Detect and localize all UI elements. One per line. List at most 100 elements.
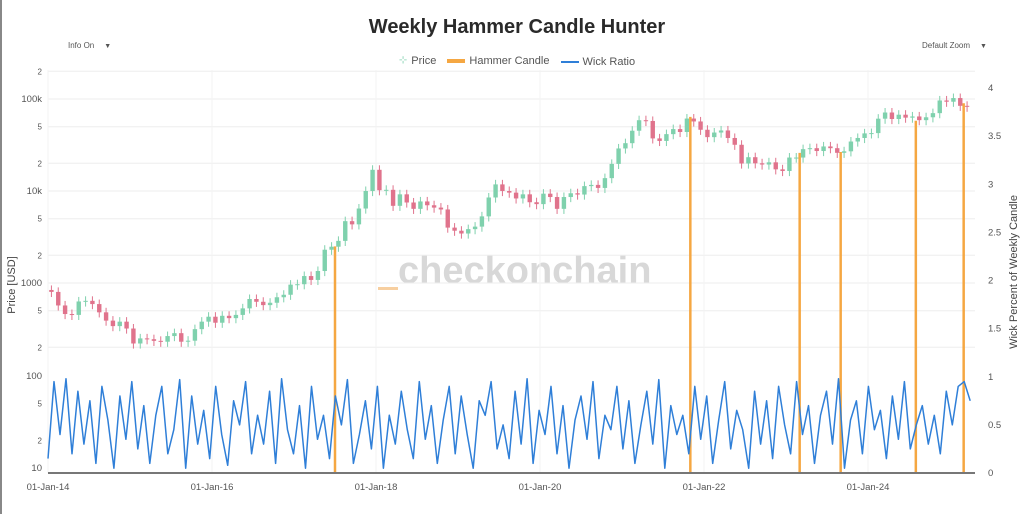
price-candle (356, 208, 362, 225)
price-candle (691, 118, 696, 122)
price-candle (336, 240, 341, 247)
right-tick-label: 1.5 (988, 324, 1001, 335)
left-tick-label: 100k (21, 94, 42, 105)
price-candle (944, 100, 949, 102)
price-candle (753, 157, 758, 164)
price-candle (370, 169, 375, 191)
price-candle (76, 301, 81, 315)
price-candle (848, 141, 854, 152)
price-candle (220, 315, 225, 323)
legend-item-hammer[interactable]: Hammer Candle (447, 55, 549, 67)
price-candle (213, 316, 218, 323)
x-tick-label: 01-Jan-20 (519, 482, 562, 493)
price-candle (472, 226, 478, 230)
left-lower-tick-label: 2 (38, 436, 43, 445)
right-tick-label: 1 (988, 372, 993, 383)
price-candle (90, 300, 95, 305)
price-candle (172, 333, 177, 337)
price-candle (568, 193, 573, 198)
price-candle (56, 291, 61, 306)
price-candle (97, 304, 102, 313)
price-candle (261, 301, 266, 306)
right-axis-label: Wick Percent of Weekly Candle (1008, 195, 1020, 349)
price-candle (179, 333, 184, 342)
price-candle (151, 339, 157, 341)
price-candle (664, 134, 669, 141)
price-candle (712, 132, 717, 138)
price-candle (534, 202, 539, 205)
x-tick-label: 01-Jan-14 (27, 482, 70, 493)
price-candle (507, 191, 512, 193)
info-dropdown[interactable]: Info On ▼ (62, 38, 117, 53)
price-candle (486, 197, 491, 217)
price-candle (705, 129, 710, 138)
price-candle (390, 189, 396, 206)
price-candle (821, 146, 826, 152)
price-candle (397, 194, 403, 206)
price-candle (363, 191, 368, 209)
left-tick-label: 10k (27, 186, 43, 197)
right-tick-label: 2 (988, 276, 993, 287)
zoom-dropdown[interactable]: Default Zoom ▼ (916, 38, 993, 53)
price-candle (520, 194, 526, 199)
left-tick-label: 5 (38, 123, 43, 132)
price-candle (445, 209, 450, 228)
price-candle (589, 184, 594, 187)
price-candle (49, 289, 54, 292)
watermark: checkonchain (398, 250, 652, 292)
price-candle (650, 120, 655, 139)
right-tick-label: 0.5 (988, 420, 1001, 431)
right-tick-label: 2.5 (988, 227, 1001, 238)
price-candle (623, 143, 628, 149)
price-candle (466, 229, 471, 234)
price-candle (835, 148, 840, 153)
left-lower-tick-label: 5 (38, 400, 43, 409)
price-candle (384, 189, 389, 191)
legend: ⊹ Price Hammer Candle Wick Ratio (0, 54, 1024, 69)
legend-label: Wick Ratio (582, 56, 636, 68)
price-candle (636, 120, 642, 131)
legend-label: Hammer Candle (469, 55, 550, 67)
price-candle (404, 194, 409, 203)
left-tick-label: 5 (38, 215, 43, 224)
price-candle (267, 302, 273, 306)
price-candle (759, 163, 765, 165)
price-candle (732, 137, 737, 145)
price-candle (677, 129, 683, 132)
chart-title: Weekly Hammer Candle Hunter (368, 16, 666, 38)
price-candle (131, 328, 136, 344)
price-candle (923, 117, 929, 121)
price-candle (862, 133, 867, 138)
price-candle (479, 216, 485, 227)
price-candle (671, 129, 676, 135)
price-candle (452, 227, 457, 231)
wick-ratio-line (47, 377, 971, 469)
price-candle (575, 193, 580, 195)
legend-label: Price (411, 54, 437, 67)
price-candle (609, 163, 614, 179)
price-candle (206, 316, 211, 322)
zoom-dropdown-label: Default Zoom (922, 41, 971, 50)
legend-item-price[interactable]: ⊹ Price (399, 55, 436, 67)
left-axis-label: Price [USD] (6, 256, 18, 313)
price-candle (876, 118, 881, 134)
price-candle (828, 146, 833, 149)
x-tick-label: 01-Jan-18 (355, 482, 398, 493)
price-candle (274, 297, 280, 303)
price-candle (780, 169, 785, 171)
price-candle (459, 230, 464, 234)
price-candle (302, 276, 307, 285)
price-candle (814, 148, 819, 152)
price-candle (951, 98, 956, 102)
price-candle (513, 192, 519, 199)
price-candle (527, 194, 532, 203)
price-candle (295, 284, 300, 286)
price-candle (582, 186, 587, 195)
price-candle (882, 112, 888, 119)
price-candle (807, 148, 813, 150)
price-candle (240, 308, 245, 315)
price-candle (103, 312, 109, 321)
chevron-down-icon: ▼ (980, 43, 987, 50)
legend-item-wick[interactable]: Wick Ratio (560, 56, 636, 68)
price-candle (117, 321, 122, 327)
